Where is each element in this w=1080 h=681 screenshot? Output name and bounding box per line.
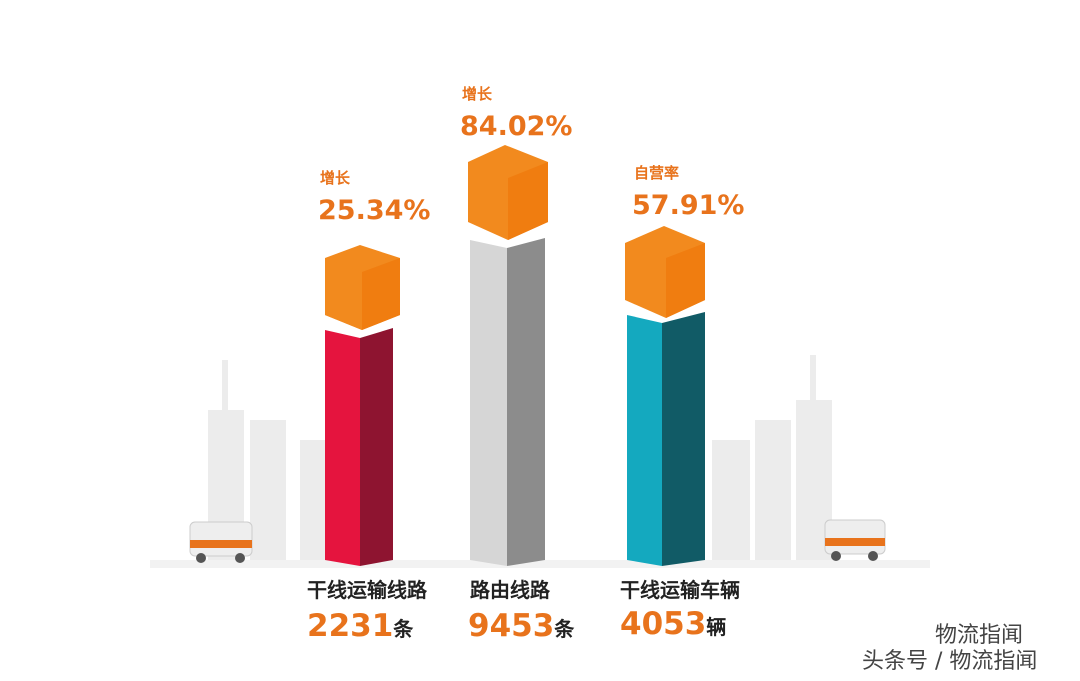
note-label: 自营率 [634,164,679,182]
item-label: 干线运输车辆 [620,578,740,602]
van-right [824,519,886,561]
bar-column [625,226,705,566]
value-number: 9453 [468,608,554,644]
city-background [150,355,930,568]
note-label: 增长 [462,85,493,103]
watermark-source: 头条号 / 物流指闻 [862,649,1037,674]
item-label: 干线运输线路 [307,578,428,602]
value-number: 4053 [620,606,706,642]
note-value: 25.34% [318,195,430,226]
value-unit: 辆 [706,615,726,639]
note-value: 57.91% [632,190,744,221]
item-value: 9453条 [468,608,575,644]
item-value: 2231条 [307,608,414,644]
value-unit: 条 [554,617,575,641]
value-number: 2231 [307,608,393,644]
value-unit: 条 [393,617,414,641]
note-label: 增长 [320,169,351,187]
bar-column [325,245,400,566]
item-label: 路由线路 [470,578,551,602]
bar-column [468,145,548,566]
note-value: 84.02% [460,111,572,142]
van-left [189,521,253,563]
item-value: 4053辆 [620,606,726,642]
watermark-name: 物流指闻 [935,623,1023,648]
